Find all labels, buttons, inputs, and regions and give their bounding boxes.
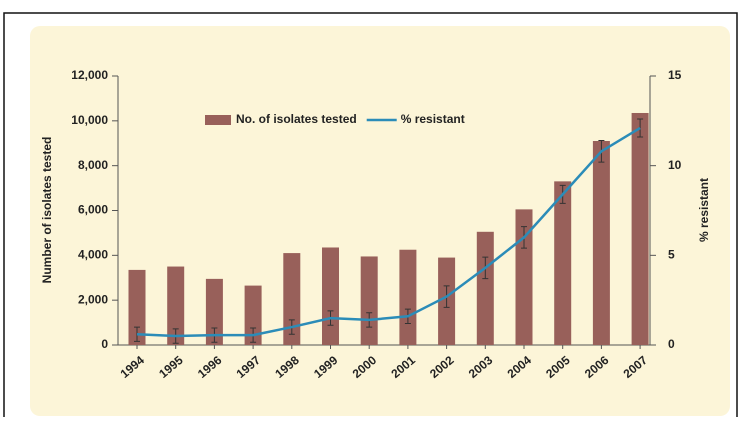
line [136,126,641,338]
bar [205,278,223,345]
y-tick-label: 6,000 [78,203,108,217]
y-tick-label: 0 [101,337,108,351]
bar [515,209,533,345]
y2-tick-label: 0 [668,337,675,351]
y-tick-label: 4,000 [78,248,108,262]
bar [360,256,378,345]
y2-tick-label: 15 [668,68,682,82]
y-tick-label: 10,000 [71,113,108,127]
bar [167,266,185,345]
bar [592,141,610,345]
bar [322,247,339,345]
bar [476,231,494,345]
y-tick-label: 2,000 [78,292,108,306]
bar [128,269,146,345]
y-tick-label: 12,000 [71,68,108,82]
bar [283,253,301,345]
y2-axis-title: % resistant [697,178,711,242]
bar [554,181,572,345]
y-tick-label: 8,000 [78,158,108,172]
y2-tick-label: 5 [668,248,675,262]
bar [631,112,649,345]
y-axis-title: Number of isolates tested [40,137,54,284]
y2-tick-label: 10 [668,158,682,172]
legend-label: % resistant [401,112,465,126]
bar [244,285,262,345]
bar [399,249,417,345]
legend-label: No. of isolates tested [236,112,357,126]
legend-swatch [205,115,231,125]
error-bar [637,118,644,138]
